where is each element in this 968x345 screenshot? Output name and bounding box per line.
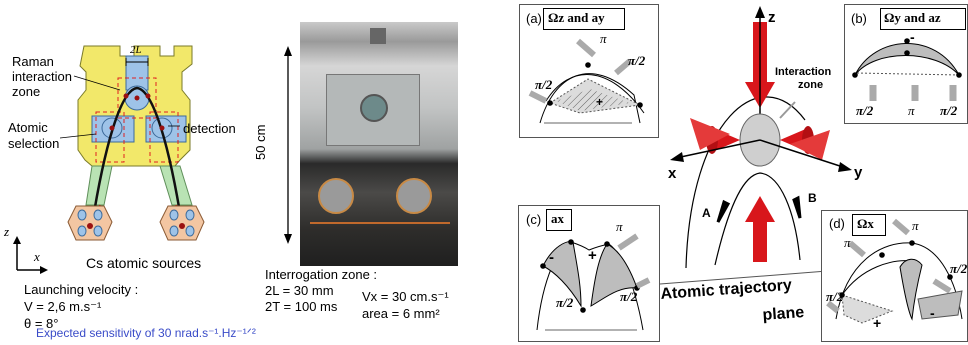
panel-d-title-box: [852, 214, 886, 236]
laser-right-cone-2: [790, 130, 830, 160]
area-value: area = 6 mm²: [362, 306, 440, 321]
panel-d-pi2-right: π/2: [950, 261, 968, 276]
beam-a-arrow: [716, 199, 731, 223]
central-trajectory-b: [714, 172, 801, 266]
atomic-selection-label-2: selection: [8, 136, 60, 151]
panel-c: [518, 205, 660, 342]
raman-zone-label-1: Raman: [12, 54, 54, 69]
laser-left-cone-2: [690, 118, 730, 150]
panel-c-sign-minus: -: [549, 249, 554, 266]
panel-a-sign: +: [596, 95, 604, 109]
center-axis-z-label: z: [768, 9, 776, 26]
panel-c-tag: (c): [526, 212, 542, 227]
panel-b-pi2-right: π/2: [940, 103, 958, 118]
panel-a-title-box: [543, 8, 625, 30]
laser-right-cone-1: [780, 128, 808, 152]
panel-b-sign: -: [910, 29, 915, 45]
central-trajectory-a: [685, 96, 806, 269]
beam-b-arrow: [792, 195, 802, 219]
panel-d-sign-plus: +: [873, 315, 882, 331]
panel-c-title-box: [546, 209, 572, 231]
panel-a-tag: (a): [526, 11, 542, 26]
vx-value: Vx = 30 cm.s⁻¹: [362, 289, 449, 304]
detection-label: detection: [183, 121, 236, 136]
panel-c-pi2-left: π/2: [556, 295, 574, 310]
center-axis-y: [759, 139, 847, 169]
center-axis-x-label: x: [668, 165, 677, 182]
panel-b-pi2-left: π/2: [856, 103, 874, 118]
panel-d-pi-right: π: [912, 218, 919, 233]
panel-a-pi2-left: π/2: [535, 77, 553, 92]
panel-c-title: ax: [551, 211, 564, 226]
panel-c-pi: π: [616, 219, 623, 234]
laser-left-cone-1: [712, 128, 740, 152]
interrogation-2t: 2T = 100 ms: [265, 299, 338, 314]
interrogation-2l: 2L = 30 mm: [265, 283, 334, 298]
panel-b-title-box: [880, 8, 966, 30]
panel-c-pi2-right: π/2: [620, 289, 638, 304]
panel-d-sign-minus: -: [930, 305, 935, 321]
atom-trajectory: [90, 86, 184, 226]
trajectory-plane-label-2: plane: [761, 304, 805, 324]
height-label: 50 cm: [253, 124, 268, 160]
beam-b-label: B: [808, 191, 817, 205]
panel-b-pi: π: [908, 103, 915, 118]
panel-d-tag: (d): [829, 216, 845, 231]
cs-sources-label: Cs atomic sources: [86, 255, 202, 271]
panel-d: [821, 210, 968, 342]
theta-value: θ = 8°: [24, 316, 59, 331]
panel-d-pi-left: π: [844, 235, 851, 250]
panel-a-pi2-right: π/2: [628, 53, 646, 68]
raman-zone-label-2: interaction: [12, 69, 72, 84]
panel-b-title: Ωy and az: [884, 10, 941, 25]
center-axis-x: [675, 139, 761, 159]
velocity-value: V = 2,6 m.s⁻¹: [24, 299, 102, 314]
panel-a-pi: π: [600, 31, 607, 46]
center-axis-y-label: y: [854, 164, 863, 181]
sensitivity-text: Expected sensitivity of 30 nrad.s⁻¹.Hz⁻¹…: [36, 326, 256, 340]
interaction-zone-label-1: Interaction: [775, 66, 832, 78]
panel-b-tag: (b): [851, 11, 867, 26]
interaction-zone-ellipse: [739, 113, 781, 167]
apparatus-schematic: [13, 45, 292, 274]
dimension-2l-label: 2L: [130, 44, 142, 56]
raman-zone-box: [117, 77, 157, 119]
trajectory-plane-label-1: Atomic trajectory: [659, 276, 793, 303]
atomic-selection-label-1: Atomic: [8, 120, 48, 135]
launching-velocity-label: Launching velocity :: [24, 282, 139, 297]
axis-z-label: z: [4, 224, 10, 239]
laser-top: [753, 22, 767, 82]
top-window: [125, 55, 149, 91]
interaction-zone-label-2: zone: [798, 79, 824, 91]
panel-a-title: Ωz and ay: [548, 10, 605, 25]
atomic-selection-box: [95, 111, 125, 163]
laser-bottom: [745, 196, 775, 222]
beam-a-label: A: [702, 206, 711, 220]
axis-x-label: x: [34, 249, 40, 264]
raman-zone-label-3: zone: [12, 84, 41, 99]
apparatus-photo: [300, 22, 458, 266]
panel-c-sign-plus: +: [588, 247, 597, 264]
panel-d-title: Ωx: [857, 216, 874, 231]
interrogation-title: Interrogation zone :: [265, 267, 378, 282]
panel-d-pi2-left: π/2: [826, 289, 844, 304]
detection-box: [149, 111, 179, 163]
